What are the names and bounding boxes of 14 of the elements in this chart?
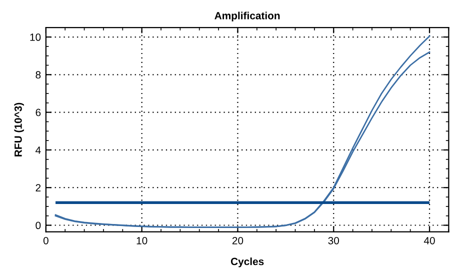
y-tick-label: 0 <box>36 222 41 230</box>
x-tick-label: 40 <box>424 236 435 244</box>
x-tick-label: 0 <box>43 236 48 244</box>
x-tick-label: 10 <box>136 236 148 244</box>
y-tick-label: 8 <box>36 71 41 79</box>
x-axis-title: Cycles <box>230 258 264 268</box>
y-tick-label: 6 <box>36 108 41 116</box>
x-tick-label: 30 <box>328 236 339 244</box>
y-axis-title: RFU (10^3) <box>14 102 24 156</box>
x-tick-label: 20 <box>232 236 244 244</box>
y-tick-label: 2 <box>36 184 41 192</box>
chart-title: Amplification <box>214 12 280 22</box>
y-tick-label: 4 <box>36 146 41 154</box>
y-tick-label: 10 <box>30 34 41 41</box>
